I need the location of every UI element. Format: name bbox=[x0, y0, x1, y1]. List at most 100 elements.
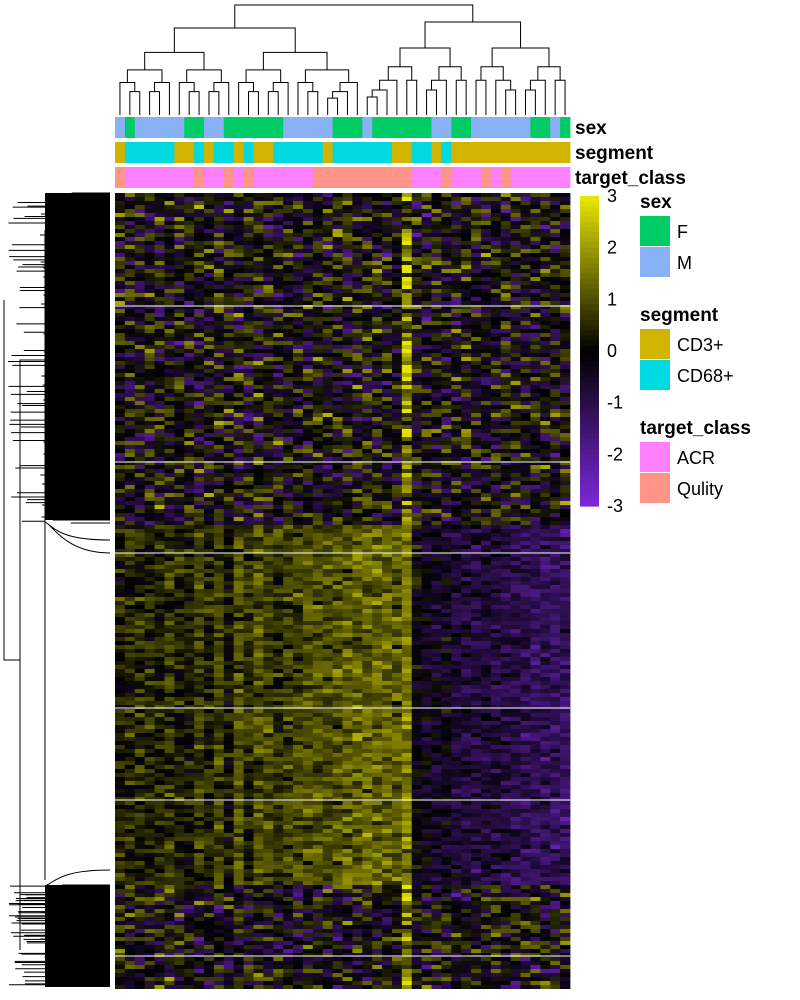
heatmap-cell bbox=[421, 301, 432, 305]
heatmap-cell bbox=[253, 281, 264, 285]
heatmap-cell bbox=[184, 217, 195, 221]
heatmap-cell bbox=[461, 237, 472, 241]
heatmap-cell bbox=[283, 313, 294, 317]
heatmap-cell bbox=[115, 381, 126, 385]
heatmap-cell bbox=[322, 589, 334, 593]
heatmap-cell bbox=[461, 337, 472, 341]
heatmap-cell bbox=[293, 513, 304, 517]
heatmap-cell bbox=[342, 209, 353, 213]
heatmap-cell bbox=[352, 477, 363, 481]
heatmap-cell bbox=[312, 509, 324, 513]
heatmap-cell bbox=[194, 549, 205, 553]
heatmap-cell bbox=[253, 217, 264, 221]
heatmap-cell bbox=[362, 469, 373, 473]
heatmap-cell bbox=[520, 321, 531, 325]
heatmap-cell bbox=[431, 453, 442, 457]
heatmap-cell bbox=[263, 461, 274, 465]
heatmap-cell bbox=[213, 449, 225, 453]
heatmap-cell bbox=[540, 325, 551, 329]
annotation-cell-target-class bbox=[253, 167, 264, 188]
heatmap-cell bbox=[223, 445, 235, 449]
heatmap-cell bbox=[312, 245, 324, 249]
heatmap-cell bbox=[164, 417, 175, 421]
column-dendrogram-branch bbox=[332, 91, 348, 115]
heatmap-cell bbox=[233, 241, 244, 245]
heatmap-cell bbox=[213, 569, 225, 573]
heatmap-cell bbox=[520, 429, 531, 433]
annotation-cell-sex bbox=[144, 117, 155, 138]
heatmap-cell bbox=[362, 217, 373, 221]
heatmap-cell bbox=[243, 389, 254, 393]
heatmap-cell bbox=[115, 445, 126, 449]
heatmap-cell bbox=[540, 461, 551, 465]
heatmap-cell bbox=[332, 569, 343, 573]
heatmap-cell bbox=[540, 557, 551, 561]
heatmap-cell bbox=[253, 305, 264, 309]
heatmap-cell bbox=[115, 521, 126, 525]
heatmap-cell bbox=[520, 277, 531, 281]
heatmap-cell bbox=[461, 197, 472, 201]
heatmap-cell bbox=[263, 325, 274, 329]
heatmap-cell bbox=[441, 229, 452, 233]
heatmap-cell bbox=[411, 205, 423, 209]
heatmap-cell bbox=[411, 413, 423, 417]
heatmap-cell bbox=[391, 313, 403, 317]
heatmap-cell bbox=[302, 309, 314, 313]
heatmap-cell bbox=[253, 501, 264, 505]
heatmap-cell bbox=[540, 293, 551, 297]
heatmap-cell bbox=[154, 489, 165, 493]
heatmap-cell bbox=[144, 357, 155, 361]
heatmap-cell bbox=[530, 509, 541, 513]
heatmap-cell bbox=[490, 545, 502, 549]
heatmap-cell bbox=[480, 557, 492, 561]
annotation-cell-sex bbox=[431, 117, 442, 138]
heatmap-cell bbox=[382, 421, 393, 425]
heatmap-cell bbox=[490, 433, 502, 437]
heatmap-cell bbox=[500, 237, 512, 241]
heatmap-cell bbox=[401, 277, 413, 281]
heatmap-cell bbox=[490, 285, 502, 289]
heatmap-cell bbox=[421, 565, 432, 569]
heatmap-cell bbox=[382, 277, 393, 281]
heatmap-cell bbox=[480, 505, 492, 509]
heatmap-cell bbox=[134, 241, 146, 245]
heatmap-cell bbox=[372, 521, 383, 525]
heatmap-cell bbox=[441, 285, 452, 289]
heatmap-cell bbox=[223, 561, 235, 565]
heatmap-cell bbox=[184, 265, 195, 269]
heatmap-cell bbox=[174, 217, 185, 221]
heatmap-cell bbox=[421, 493, 432, 497]
heatmap-cell bbox=[124, 337, 136, 341]
heatmap-cell bbox=[332, 261, 343, 265]
heatmap-cell bbox=[283, 257, 294, 261]
heatmap-cell bbox=[223, 525, 235, 529]
heatmap-cell bbox=[283, 469, 294, 473]
heatmap-cell bbox=[461, 265, 472, 269]
heatmap-cell bbox=[431, 293, 442, 297]
heatmap-cell bbox=[411, 277, 423, 281]
heatmap-cell bbox=[510, 533, 521, 537]
heatmap-cell bbox=[391, 521, 403, 525]
heatmap-cell bbox=[401, 237, 413, 241]
heatmap-cell bbox=[421, 445, 432, 449]
heatmap-cell bbox=[164, 301, 175, 305]
heatmap-cell bbox=[322, 485, 334, 489]
heatmap-cell bbox=[283, 281, 294, 285]
heatmap-cell bbox=[154, 253, 165, 257]
heatmap-cell bbox=[540, 261, 551, 265]
heatmap-cell bbox=[352, 513, 363, 517]
heatmap-cell bbox=[332, 545, 343, 549]
heatmap-cell bbox=[332, 285, 343, 289]
heatmap-cell bbox=[362, 417, 373, 421]
heatmap-cell bbox=[461, 285, 472, 289]
heatmap-cell bbox=[520, 197, 531, 201]
heatmap-cell bbox=[332, 489, 343, 493]
heatmap-cell bbox=[560, 433, 571, 437]
heatmap-cell bbox=[540, 337, 551, 341]
annotation-cell-sex bbox=[124, 117, 136, 138]
heatmap-cell bbox=[124, 517, 136, 521]
heatmap-cell bbox=[154, 249, 165, 253]
heatmap-cell bbox=[382, 329, 393, 333]
heatmap-cell bbox=[233, 217, 244, 221]
heatmap-cell bbox=[332, 313, 343, 317]
